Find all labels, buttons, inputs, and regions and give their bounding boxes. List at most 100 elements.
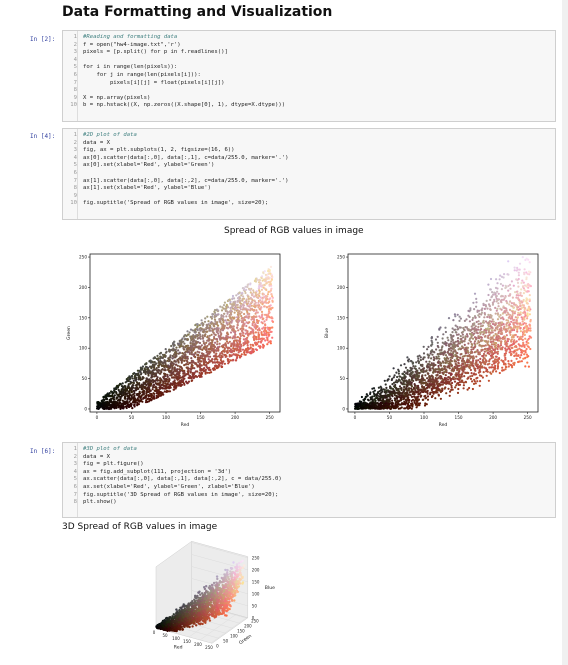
data-point bbox=[460, 379, 463, 382]
data-point bbox=[220, 356, 223, 359]
data-point bbox=[175, 363, 178, 366]
data-point bbox=[116, 399, 119, 402]
data-point bbox=[528, 313, 531, 316]
data-point bbox=[457, 362, 460, 365]
data-point bbox=[518, 268, 521, 271]
data-point bbox=[122, 386, 125, 389]
data-point bbox=[453, 328, 456, 331]
data-point bbox=[524, 311, 527, 314]
data-point bbox=[388, 403, 391, 406]
data-point bbox=[468, 386, 471, 390]
data-point bbox=[499, 342, 503, 345]
data-point bbox=[523, 284, 527, 287]
data-point bbox=[189, 341, 192, 344]
data-point bbox=[421, 363, 424, 366]
data-point bbox=[252, 336, 255, 339]
data-point bbox=[236, 323, 239, 326]
data-point bbox=[257, 301, 260, 304]
data-point bbox=[250, 316, 254, 319]
data-point bbox=[400, 388, 403, 392]
data-point bbox=[191, 329, 194, 332]
data-point bbox=[458, 326, 461, 329]
data-point bbox=[476, 367, 479, 370]
data-point bbox=[441, 388, 444, 392]
data-point bbox=[380, 387, 383, 390]
data-point bbox=[496, 359, 499, 363]
data-point bbox=[430, 374, 433, 377]
data-point bbox=[196, 329, 199, 332]
data-point bbox=[244, 285, 247, 288]
data-point bbox=[229, 359, 232, 362]
data-point bbox=[148, 390, 151, 393]
data-point bbox=[494, 338, 497, 341]
data-point bbox=[384, 406, 387, 410]
code-text: data = X bbox=[83, 139, 110, 146]
data-point bbox=[496, 352, 499, 355]
data-point bbox=[441, 383, 444, 386]
data-point bbox=[258, 329, 261, 332]
data-point bbox=[233, 306, 236, 309]
data-point bbox=[191, 345, 194, 348]
data-point bbox=[515, 357, 518, 360]
data-point bbox=[202, 340, 205, 343]
data-point bbox=[472, 346, 476, 349]
data-point bbox=[259, 282, 262, 285]
data-point bbox=[190, 359, 193, 362]
data-point bbox=[441, 369, 444, 372]
data-point bbox=[139, 370, 142, 373]
data-point bbox=[215, 352, 218, 355]
data-point bbox=[165, 387, 168, 390]
data-point bbox=[263, 295, 266, 299]
data-point bbox=[198, 332, 201, 335]
data-point bbox=[491, 351, 494, 354]
data-point bbox=[213, 316, 216, 319]
data-point bbox=[481, 376, 484, 379]
data-point bbox=[171, 362, 174, 365]
data-point bbox=[238, 306, 241, 309]
data-point bbox=[461, 330, 465, 333]
code-cell[interactable]: 1 #2D plot of data 2 data = X 3 fig, ax = plt… bbox=[62, 128, 556, 220]
data-point bbox=[215, 314, 218, 317]
data-point bbox=[217, 329, 220, 332]
data-point bbox=[501, 366, 504, 369]
data-point bbox=[111, 392, 114, 395]
data-point bbox=[237, 329, 240, 332]
data-point bbox=[257, 331, 260, 334]
y-tick-label: 200 bbox=[79, 285, 87, 290]
code-line: 4 ax[0].scatter(data[:,0], data[:,1], c=d… bbox=[67, 155, 551, 163]
data-point bbox=[518, 344, 521, 347]
data-point bbox=[267, 328, 270, 331]
data-point bbox=[238, 291, 241, 294]
data-point bbox=[396, 375, 399, 379]
data-point bbox=[201, 348, 204, 351]
data-point bbox=[220, 327, 223, 330]
data-point bbox=[487, 303, 491, 306]
data-point bbox=[422, 398, 425, 401]
data-point bbox=[518, 325, 521, 328]
data-point bbox=[381, 402, 384, 405]
data-point bbox=[264, 297, 268, 300]
data-point bbox=[253, 308, 256, 312]
data-point bbox=[141, 365, 145, 368]
data-point bbox=[232, 327, 235, 330]
code-cell[interactable]: 1 #Reading and formatting data 2 f = open("… bbox=[62, 30, 556, 122]
data-point bbox=[497, 343, 500, 346]
data-point bbox=[112, 404, 115, 407]
data-point bbox=[399, 364, 403, 367]
data-point bbox=[254, 292, 257, 296]
data-point bbox=[229, 331, 233, 334]
data-point bbox=[266, 306, 269, 309]
data-point bbox=[247, 348, 250, 351]
data-point bbox=[470, 355, 473, 358]
data-point bbox=[495, 346, 498, 349]
data-point bbox=[525, 285, 528, 288]
data-point bbox=[116, 393, 119, 396]
data-point bbox=[450, 353, 453, 356]
data-point bbox=[232, 302, 235, 305]
data-point bbox=[515, 345, 518, 349]
data-point bbox=[482, 302, 485, 305]
data-point bbox=[411, 388, 414, 391]
data-point bbox=[444, 341, 447, 344]
data-point bbox=[130, 405, 133, 408]
data-point bbox=[479, 362, 483, 366]
